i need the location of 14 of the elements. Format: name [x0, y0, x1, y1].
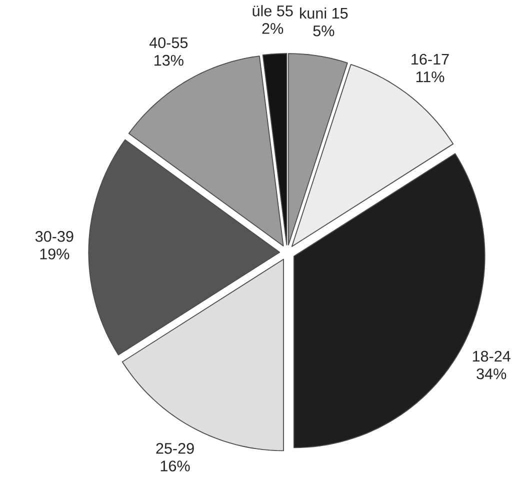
slice-label: kuni 15 — [300, 8, 348, 19]
slice-label: 25-29 — [156, 443, 194, 454]
data-label: 2% — [262, 23, 284, 34]
slice-label: 16-17 — [412, 54, 449, 65]
slice-label: 18-24 — [472, 351, 510, 362]
slice-label: üle 55 — [252, 5, 293, 17]
data-label: 13% — [154, 55, 184, 66]
data-label: 34% — [476, 368, 506, 380]
data-label: 5% — [313, 26, 334, 37]
data-label: 19% — [40, 248, 70, 260]
slice-label: 40-55 — [149, 38, 188, 48]
slice-label: 30-39 — [35, 231, 74, 242]
data-label: 16% — [160, 460, 190, 472]
data-label: 11% — [416, 72, 444, 82]
